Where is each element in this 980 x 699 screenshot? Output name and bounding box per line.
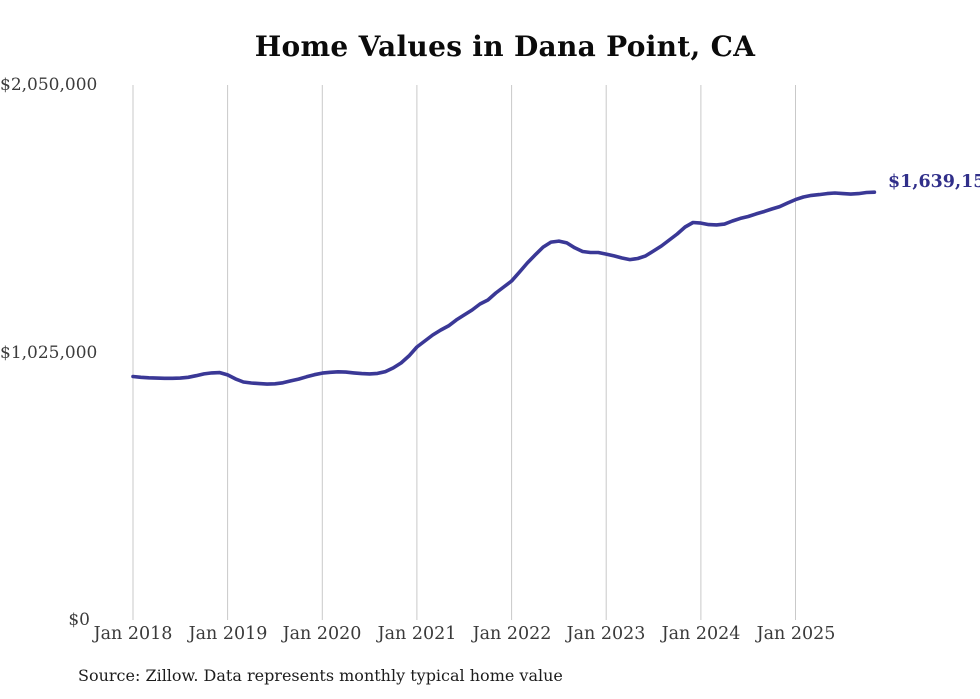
chart-title: Home Values in Dana Point, CA [254, 30, 756, 63]
x-tick-label: Jan 2020 [282, 624, 362, 644]
source-note: Source: Zillow. Data represents monthly … [78, 666, 563, 685]
y-tick-label: $0 [68, 610, 90, 630]
y-tick-label: $1,025,000 [0, 343, 98, 363]
x-tick-label: Jan 2024 [661, 624, 741, 644]
y-tick-label: $2,050,000 [0, 75, 98, 95]
home-value-line [131, 190, 877, 386]
latest-value-label: $1,639,159 [888, 172, 980, 192]
x-tick-label: Jan 2019 [188, 624, 268, 644]
x-tick-label: Jan 2022 [472, 624, 552, 644]
x-tick-label: Jan 2023 [566, 624, 646, 644]
x-tick-label: Jan 2025 [756, 624, 836, 644]
x-tick-label: Jan 2021 [377, 624, 457, 644]
x-tick-label: Jan 2018 [93, 624, 173, 644]
